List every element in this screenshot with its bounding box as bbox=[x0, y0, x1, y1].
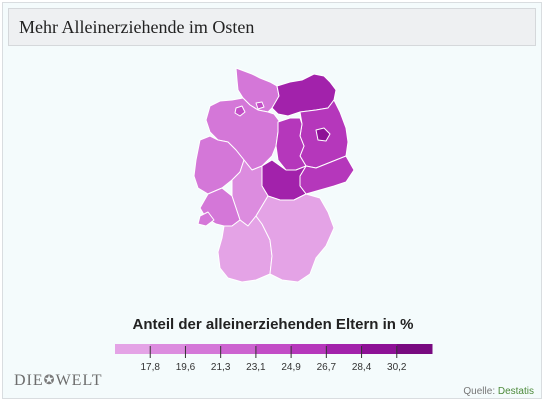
region-bayern[interactable] bbox=[255, 193, 335, 283]
legend-tick-label: 24,9 bbox=[281, 362, 301, 373]
legend-swatch bbox=[255, 344, 292, 354]
legend-tick-label: 17,8 bbox=[140, 362, 160, 373]
source-label: Quelle: bbox=[463, 386, 496, 397]
logo-text-left: DIE bbox=[14, 372, 44, 389]
region-saarland[interactable] bbox=[197, 211, 215, 227]
legend-swatch bbox=[291, 344, 327, 354]
region-bremen[interactable] bbox=[234, 105, 246, 117]
legend-tick-label: 30,2 bbox=[387, 362, 407, 373]
region-sachsen-anhalt[interactable] bbox=[275, 117, 307, 171]
legend-swatch bbox=[361, 344, 398, 354]
legend-swatch bbox=[396, 344, 433, 354]
region-hamburg[interactable] bbox=[255, 101, 265, 110]
legend-tick-label: 23,1 bbox=[246, 362, 266, 373]
germany-map bbox=[193, 67, 355, 283]
source-credit: Quelle: Destatis bbox=[463, 386, 534, 397]
legend-title: Anteil der alleinerziehenden Eltern in % bbox=[132, 316, 414, 333]
legend-tick-label: 21,3 bbox=[211, 362, 231, 373]
region-berlin[interactable] bbox=[315, 127, 331, 142]
legend-tick-label: 19,6 bbox=[176, 362, 196, 373]
legend-swatch bbox=[185, 344, 222, 354]
legend-swatch bbox=[150, 344, 186, 354]
die-welt-logo: DIE✪WELT bbox=[14, 372, 103, 390]
logo-text-right: WELT bbox=[55, 372, 103, 389]
legend-tick-label: 26,7 bbox=[317, 362, 337, 373]
header-bar: Mehr Alleinerziehende im Osten bbox=[8, 8, 536, 46]
logo-emblem-icon: ✪ bbox=[43, 372, 56, 387]
page-title: Mehr Alleinerziehende im Osten bbox=[19, 17, 255, 37]
legend-swatch bbox=[326, 344, 363, 354]
legend-swatch bbox=[220, 344, 257, 354]
legend-swatch bbox=[115, 344, 151, 354]
source-link[interactable]: Destatis bbox=[497, 386, 534, 397]
legend-tick-label: 28,4 bbox=[352, 362, 372, 373]
